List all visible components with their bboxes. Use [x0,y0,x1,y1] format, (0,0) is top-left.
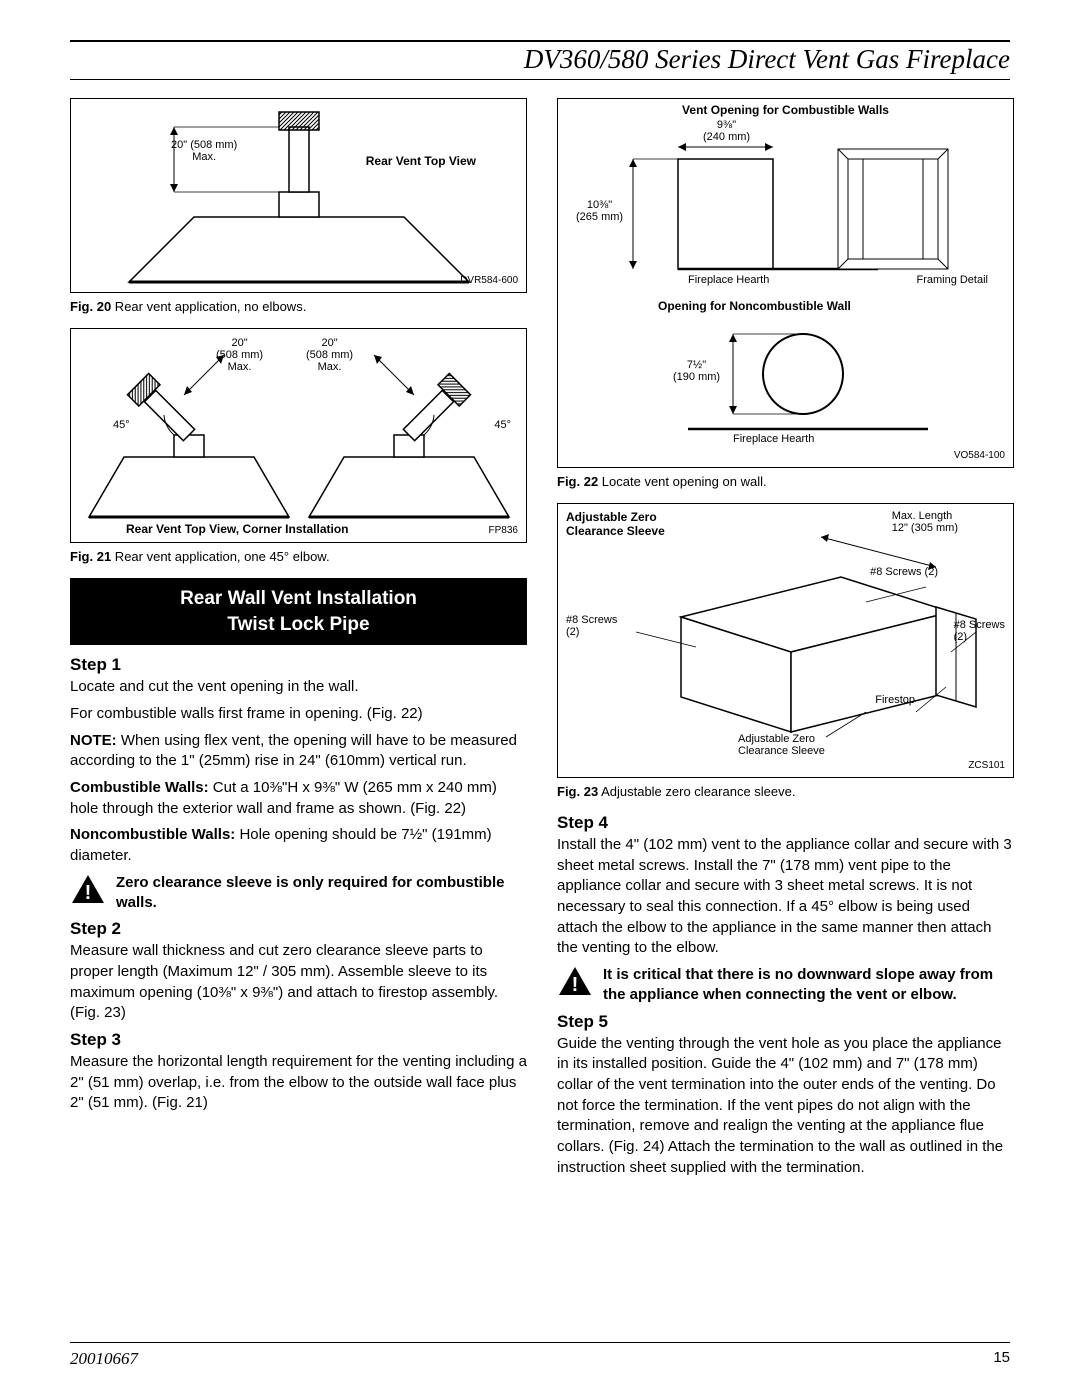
fig22-hearth1: Fireplace Hearth [688,274,769,286]
svg-text:!: ! [85,882,92,904]
step4-p: Install the 4" (102 mm) vent to the appl… [557,835,1014,959]
fig23-azcs: Adjustable Zero Clearance Sleeve [738,733,825,757]
fig21-diagram [79,337,518,536]
left-column: 20" (508 mm) Max. Rear Vent Top View DVR… [70,98,527,1184]
footer-docnum: 20010667 [70,1349,138,1369]
fig21-title: Rear Vent Top View, Corner Installation [126,522,349,536]
fig21-dim-right: 20" (508 mm) Max. [306,337,353,373]
step4-heading: Step 4 [557,813,1014,833]
fig20-caption: Fig. 20 Rear vent application, no elbows… [70,299,527,314]
warning-icon: ! [70,873,106,905]
fig21-caption: Fig. 21 Rear vent application, one 45° e… [70,549,527,564]
fig21-angle-right: 45° [494,419,511,431]
fig22-dim10: 10⅜" (265 mm) [576,199,623,223]
fig20-dim: 20" (508 mm) Max. [171,139,237,163]
figure-21: 20" (508 mm) Max. 20" (508 mm) Max. 45° … [70,328,527,543]
fig23-screws2: #8 Screws (2) [566,614,617,638]
fig22-hearth2: Fireplace Hearth [733,433,814,445]
warning-icon: ! [557,965,593,997]
fig22-caption: Fig. 22 Locate vent opening on wall. [557,474,1014,489]
fig22-framing: Framing Detail [916,274,988,286]
step5-p: Guide the venting through the vent hole … [557,1034,1014,1179]
fig22-diagram-top [558,119,997,319]
step1-p5: Noncombustible Walls: Hole opening shoul… [70,825,527,866]
svg-text:!: ! [572,974,579,996]
figure-23: Adjustable Zero Clearance Sleeve Max. Le… [557,503,1014,778]
right-column: Vent Opening for Combustible Walls [557,98,1014,1184]
fig20-diagram [79,107,518,286]
page-footer: 20010667 15 [70,1342,1010,1369]
fig21-dim-left: 20" (508 mm) Max. [216,337,263,373]
fig22-title1: Vent Opening for Combustible Walls [558,103,1013,117]
fig22-code: VO584-100 [954,450,1005,461]
step2-heading: Step 2 [70,919,527,939]
step4-warning: ! It is critical that there is no downwa… [557,965,1014,1006]
step1-heading: Step 1 [70,655,527,675]
step3-heading: Step 3 [70,1030,527,1050]
fig20-title: Rear Vent Top View [366,154,476,168]
step1-warning: ! Zero clearance sleeve is only required… [70,873,527,914]
fig23-caption: Fig. 23 Adjustable zero clearance sleeve… [557,784,1014,799]
fig23-title: Adjustable Zero Clearance Sleeve [566,510,665,538]
step5-heading: Step 5 [557,1012,1014,1032]
fig23-screws1: #8 Screws (2) [870,566,938,578]
step2-p: Measure wall thickness and cut zero clea… [70,941,527,1024]
step1-p3: NOTE: When using flex vent, the opening … [70,731,527,772]
step3-p: Measure the horizontal length requiremen… [70,1052,527,1114]
figure-20: 20" (508 mm) Max. Rear Vent Top View DVR… [70,98,527,293]
footer-pagenum: 15 [993,1349,1010,1369]
figure-22: Vent Opening for Combustible Walls [557,98,1014,468]
fig23-firestop: Firestop [875,694,915,706]
fig20-code: DVR584-600 [460,275,518,286]
page-header-title: DV360/580 Series Direct Vent Gas Firepla… [70,44,1010,80]
fig22-dim9: 9⅜" (240 mm) [703,119,750,143]
step1-p2: For combustible walls first frame in ope… [70,704,527,725]
step1-p4: Combustible Walls: Cut a 10⅜"H x 9⅜" W (… [70,778,527,819]
fig21-angle-left: 45° [113,419,130,431]
fig23-maxlen: Max. Length 12" (305 mm) [892,510,958,534]
step1-p1: Locate and cut the vent opening in the w… [70,677,527,698]
fig21-code: FP836 [489,525,518,536]
fig22-title2: Opening for Noncombustible Wall [658,299,851,313]
fig22-dim7: 7½" (190 mm) [673,359,720,383]
section-banner: Rear Wall Vent InstallationTwist Lock Pi… [70,578,527,645]
fig23-screws3: #8 Screws (2) [954,619,1005,643]
fig23-code: ZCS101 [968,760,1005,771]
